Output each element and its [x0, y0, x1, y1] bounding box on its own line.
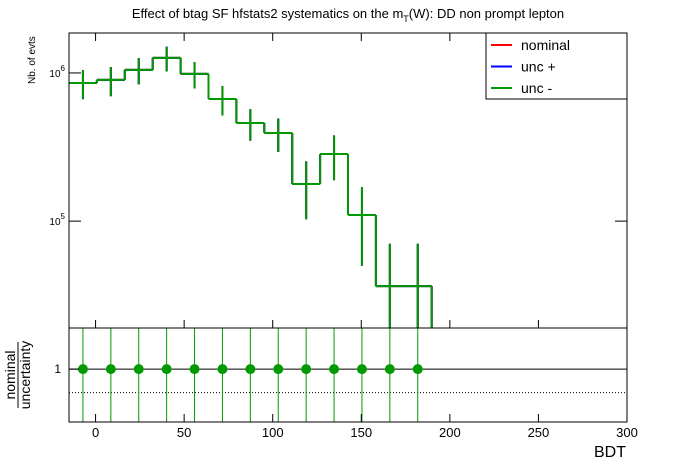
ratio-point — [245, 364, 256, 375]
x-tick-label: 250 — [528, 425, 550, 440]
y-tick-label: 105 — [49, 212, 65, 228]
x-tick-label: 200 — [439, 425, 461, 440]
chart-title: Effect of btag SF hfstats2 systematics o… — [132, 6, 564, 24]
y-tick-base: 10 — [49, 69, 61, 80]
ratio-point — [356, 364, 367, 375]
y-tick-label: 106 — [49, 64, 65, 80]
ratio-point — [189, 364, 200, 375]
ratio-point — [273, 364, 284, 375]
legend: nominal unc + unc - — [485, 32, 628, 100]
y-tick-exponent: 5 — [61, 212, 66, 221]
ratio-point — [217, 364, 228, 375]
x-axis-label: BDT — [594, 444, 626, 461]
x-tick-label: 50 — [177, 425, 191, 440]
legend-label: unc - — [521, 80, 552, 96]
main-plot — [69, 46, 433, 328]
ratio-frame — [68, 327, 628, 423]
x-tick-label: 0 — [92, 425, 99, 440]
legend-label: unc + — [521, 59, 556, 75]
ratio-y-label-num: nominal — [2, 350, 18, 399]
ratio-point — [301, 364, 312, 375]
y-tick-exponent: 6 — [61, 64, 66, 73]
ratio-point — [384, 364, 395, 375]
x-tick-label: 150 — [350, 425, 372, 440]
ratio-point — [161, 364, 172, 375]
x-tick-label: 100 — [262, 425, 284, 440]
ratio-point — [329, 364, 340, 375]
ratio-point — [77, 364, 88, 375]
ratio-y-label-den: uncertainty — [17, 341, 33, 409]
ratio-point — [133, 364, 144, 375]
y-axis-label: Nb. of evts — [27, 36, 38, 84]
ratio-point — [412, 364, 423, 375]
ratio-plot — [69, 328, 627, 422]
legend-label: nominal — [521, 37, 570, 53]
ratio-point — [105, 364, 116, 375]
step-riser — [95, 57, 433, 328]
ratio-y-label: nominal uncertainty — [2, 341, 33, 409]
x-tick-label: 300 — [616, 425, 638, 440]
y-tick-base: 10 — [49, 217, 61, 228]
y-tick-label: 1 — [54, 362, 61, 376]
